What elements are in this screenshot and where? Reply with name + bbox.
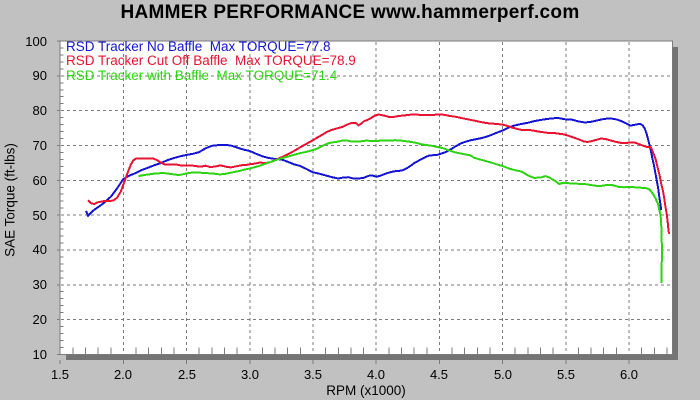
svg-text:SAE Torque (ft-lbs): SAE Torque (ft-lbs): [3, 143, 18, 257]
